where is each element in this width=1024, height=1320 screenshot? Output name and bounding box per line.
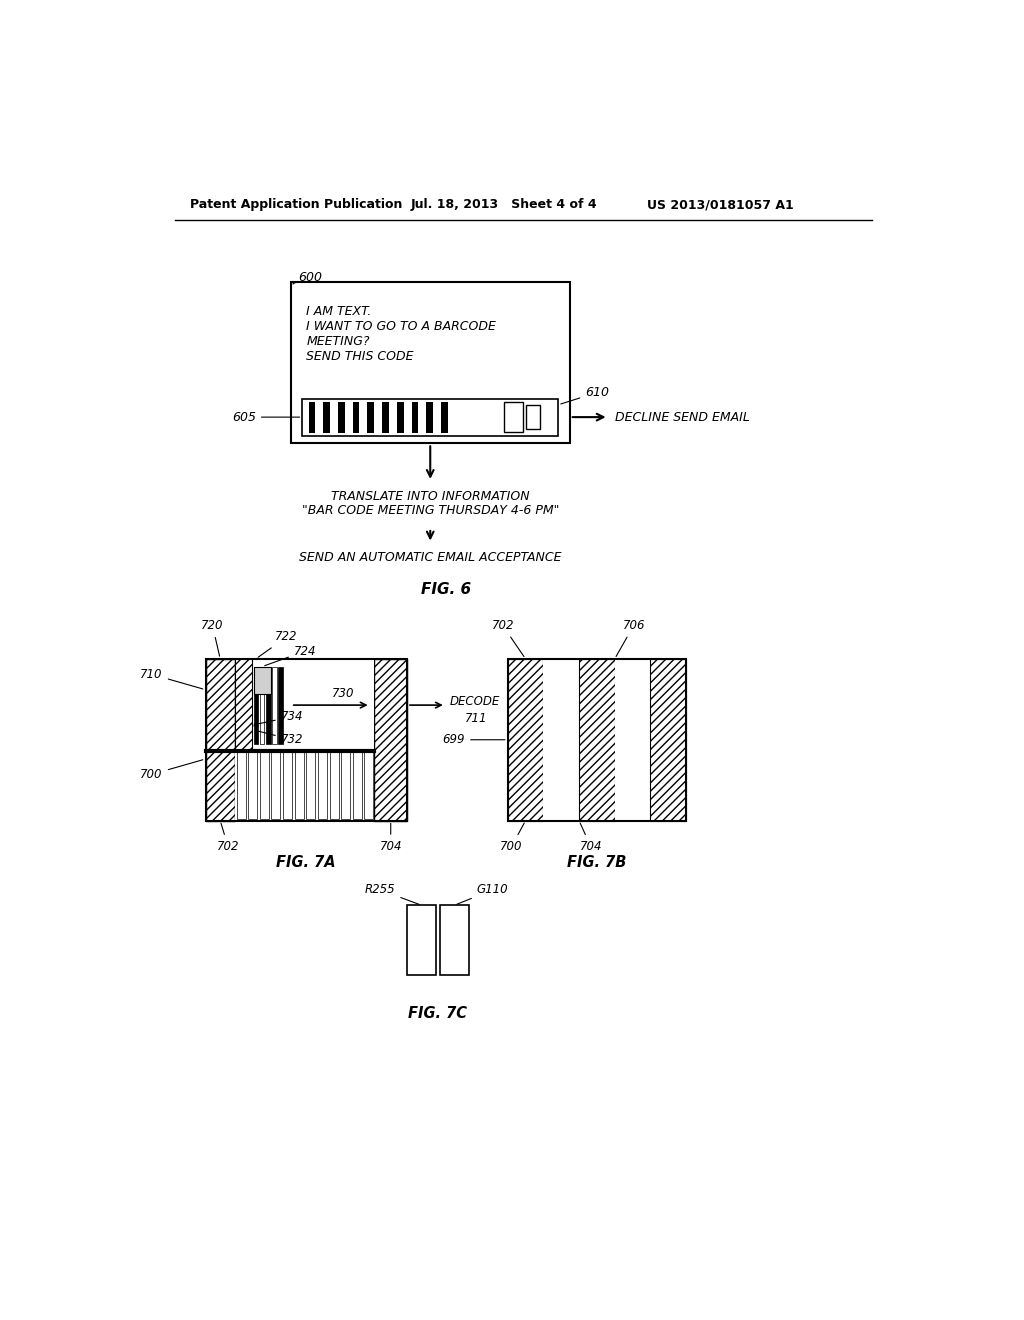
Text: 702: 702 [492, 619, 524, 656]
Bar [260, 667, 264, 743]
Bar [650, 659, 686, 821]
Bar [295, 751, 304, 818]
Bar [317, 751, 327, 818]
Bar [352, 751, 361, 818]
Text: US 2013/0181057 A1: US 2013/0181057 A1 [647, 198, 794, 211]
Bar [291, 281, 569, 444]
Bar [579, 659, 614, 821]
Text: 605: 605 [231, 411, 300, 424]
Bar [412, 401, 418, 433]
Text: 702: 702 [217, 824, 240, 853]
Bar [271, 751, 281, 818]
Bar [234, 659, 252, 751]
Text: 724: 724 [264, 644, 316, 665]
Bar [352, 401, 359, 433]
Text: G110: G110 [457, 883, 508, 904]
Bar [234, 659, 375, 821]
Text: 704: 704 [380, 824, 402, 853]
Text: FIG. 7C: FIG. 7C [409, 1006, 468, 1020]
Text: 734: 734 [259, 710, 303, 723]
Bar [508, 659, 544, 821]
Text: FIG. 6: FIG. 6 [421, 582, 471, 597]
Bar [407, 906, 436, 974]
Bar [302, 399, 558, 436]
Text: 720: 720 [202, 619, 223, 656]
Text: DECODE: DECODE [450, 694, 500, 708]
Bar [441, 401, 447, 433]
Bar [341, 751, 350, 818]
Text: 700: 700 [140, 760, 203, 781]
Bar [306, 751, 315, 818]
Text: 710: 710 [140, 668, 203, 689]
Bar [308, 401, 315, 433]
Bar [504, 403, 523, 432]
Bar [237, 751, 246, 818]
Text: 610: 610 [561, 385, 609, 404]
Text: Jul. 18, 2013   Sheet 4 of 4: Jul. 18, 2013 Sheet 4 of 4 [411, 198, 597, 211]
Bar [279, 667, 283, 743]
Text: 711: 711 [465, 713, 487, 726]
Bar [206, 659, 234, 821]
Text: I AM TEXT.
I WANT TO GO TO A BARCODE
MEETING?
SEND THIS CODE: I AM TEXT. I WANT TO GO TO A BARCODE MEE… [306, 305, 496, 363]
Text: Patent Application Publication: Patent Application Publication [190, 198, 402, 211]
Bar [324, 401, 330, 433]
Bar [439, 906, 469, 974]
Bar [248, 751, 257, 818]
Bar [426, 401, 433, 433]
Bar [614, 659, 650, 821]
Bar [525, 405, 540, 429]
Text: 704: 704 [580, 824, 602, 853]
Bar [544, 659, 579, 821]
Text: FIG. 7A: FIG. 7A [276, 855, 336, 870]
Bar [206, 659, 407, 821]
Text: 700: 700 [501, 824, 524, 853]
Text: TRANSLATE INTO INFORMATION
"BAR CODE MEETING THURSDAY 4-6 PM": TRANSLATE INTO INFORMATION "BAR CODE MEE… [301, 490, 559, 517]
Bar [260, 751, 269, 818]
Text: SEND AN AUTOMATIC EMAIL ACCEPTANCE: SEND AN AUTOMATIC EMAIL ACCEPTANCE [299, 552, 561, 564]
Bar [254, 667, 270, 693]
Text: DECLINE SEND EMAIL: DECLINE SEND EMAIL [614, 411, 750, 424]
Bar [330, 751, 339, 818]
Bar [254, 667, 258, 743]
Text: 722: 722 [258, 631, 298, 657]
Bar [397, 401, 403, 433]
Bar [338, 401, 345, 433]
Text: 699: 699 [442, 733, 505, 746]
Bar [283, 751, 292, 818]
Text: R255: R255 [365, 883, 419, 904]
Bar [375, 659, 407, 821]
Bar [508, 659, 686, 821]
Bar [368, 401, 374, 433]
Text: 706: 706 [616, 619, 645, 656]
Bar [266, 667, 270, 743]
Text: 730: 730 [332, 686, 354, 700]
Bar [272, 667, 276, 743]
Text: FIG. 7B: FIG. 7B [567, 855, 627, 870]
Bar [365, 751, 374, 818]
Bar [382, 401, 389, 433]
Text: 732: 732 [259, 731, 303, 746]
Text: 600: 600 [299, 271, 323, 284]
